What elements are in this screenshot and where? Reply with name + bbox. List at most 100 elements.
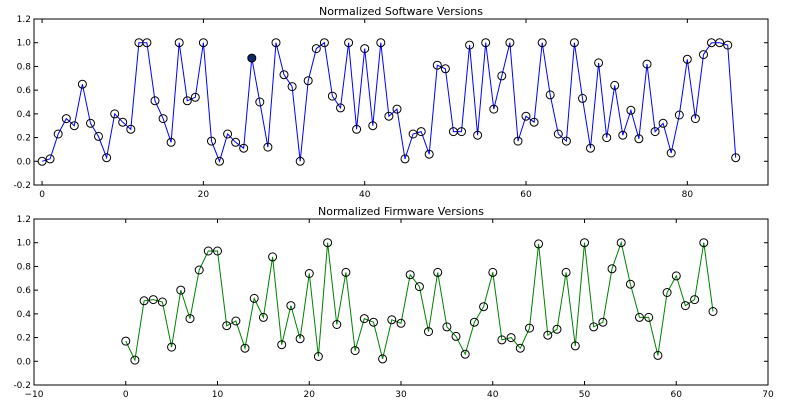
data-point <box>708 307 718 316</box>
chart-title: Normalized Firmware Versions <box>318 205 484 218</box>
data-point <box>37 156 47 166</box>
y-tick-label: 0.0 <box>17 157 32 167</box>
data-point <box>440 64 450 74</box>
data-point <box>271 38 281 48</box>
data-point <box>239 143 249 153</box>
data-point <box>86 118 95 128</box>
data-point <box>465 40 475 50</box>
data-point <box>715 38 725 48</box>
data-point <box>433 267 443 277</box>
data-point <box>497 71 507 81</box>
y-tick-label: 0.4 <box>17 110 32 120</box>
data-point <box>213 246 222 256</box>
data-point <box>303 76 313 86</box>
data-point <box>247 53 257 63</box>
data-point <box>341 267 351 277</box>
data-point <box>469 317 479 327</box>
data-point <box>279 70 289 80</box>
data-point <box>658 118 668 128</box>
data-point <box>473 130 483 140</box>
data-point <box>653 350 663 360</box>
data-point <box>142 38 152 48</box>
x-tick-label: 0 <box>39 190 45 200</box>
data-point <box>94 131 103 141</box>
data-point <box>150 96 160 106</box>
data-point <box>396 318 406 328</box>
y-tick-label: 0.2 <box>17 134 31 144</box>
data-point <box>203 246 213 256</box>
x-tick-label: 80 <box>682 190 694 200</box>
data-point <box>77 79 87 89</box>
x-tick-label: −10 <box>25 390 44 400</box>
data-point <box>130 355 140 365</box>
data-point <box>626 105 636 115</box>
x-tick-label: 60 <box>671 390 683 400</box>
data-point <box>481 38 491 48</box>
data-point <box>432 60 442 70</box>
data-point <box>258 312 268 322</box>
data-point <box>690 295 700 305</box>
data-point <box>207 136 216 146</box>
series-line <box>125 240 714 362</box>
data-point <box>662 288 672 297</box>
data-point <box>304 269 314 278</box>
data-point <box>578 93 587 103</box>
data-point <box>139 296 149 306</box>
data-point <box>268 252 278 262</box>
data-point <box>190 92 200 102</box>
data-point <box>102 153 112 163</box>
data-point <box>534 239 544 249</box>
data-point <box>215 156 224 166</box>
data-point <box>561 267 571 277</box>
data-point <box>416 127 426 137</box>
data-point <box>118 117 128 127</box>
data-point <box>255 97 265 107</box>
data-point <box>369 317 378 327</box>
data-point <box>457 127 466 137</box>
data-point <box>460 349 470 359</box>
data-point <box>323 238 333 248</box>
data-point <box>515 343 525 353</box>
data-point <box>529 117 539 127</box>
data-point <box>570 341 580 351</box>
data-point <box>295 156 305 166</box>
y-tick-label: 0.6 <box>17 286 32 296</box>
data-point <box>336 103 345 113</box>
x-tick-label: 50 <box>579 390 591 400</box>
data-point <box>674 110 684 120</box>
data-point <box>690 114 700 124</box>
y-tick-label: 0.0 <box>17 357 32 367</box>
data-point <box>222 321 232 331</box>
data-point <box>682 54 692 64</box>
data-point <box>311 44 321 54</box>
data-point <box>414 282 424 292</box>
data-point <box>344 38 354 48</box>
data-point <box>594 58 604 68</box>
data-point <box>384 111 394 121</box>
data-point <box>543 330 553 340</box>
data-point <box>126 124 136 134</box>
data-point <box>157 297 167 307</box>
x-tick-label: 0 <box>123 390 129 400</box>
data-point <box>185 314 195 324</box>
data-point <box>263 142 273 152</box>
data-point <box>506 333 516 343</box>
data-point <box>392 104 402 114</box>
data-point <box>376 38 386 48</box>
data-point <box>400 154 410 164</box>
chart-title: Normalized Software Versions <box>319 5 483 18</box>
data-point <box>231 137 241 147</box>
data-point <box>69 121 79 131</box>
data-point <box>249 293 259 303</box>
data-point <box>699 50 708 60</box>
x-tick-label: 20 <box>198 190 210 200</box>
data-point <box>121 336 131 346</box>
data-point <box>580 238 589 248</box>
data-point <box>198 38 208 48</box>
data-point <box>158 114 168 124</box>
data-point <box>479 302 489 312</box>
data-point <box>194 265 204 275</box>
data-point <box>488 267 498 277</box>
y-tick-label: 0.2 <box>17 334 31 344</box>
data-point <box>451 331 461 341</box>
